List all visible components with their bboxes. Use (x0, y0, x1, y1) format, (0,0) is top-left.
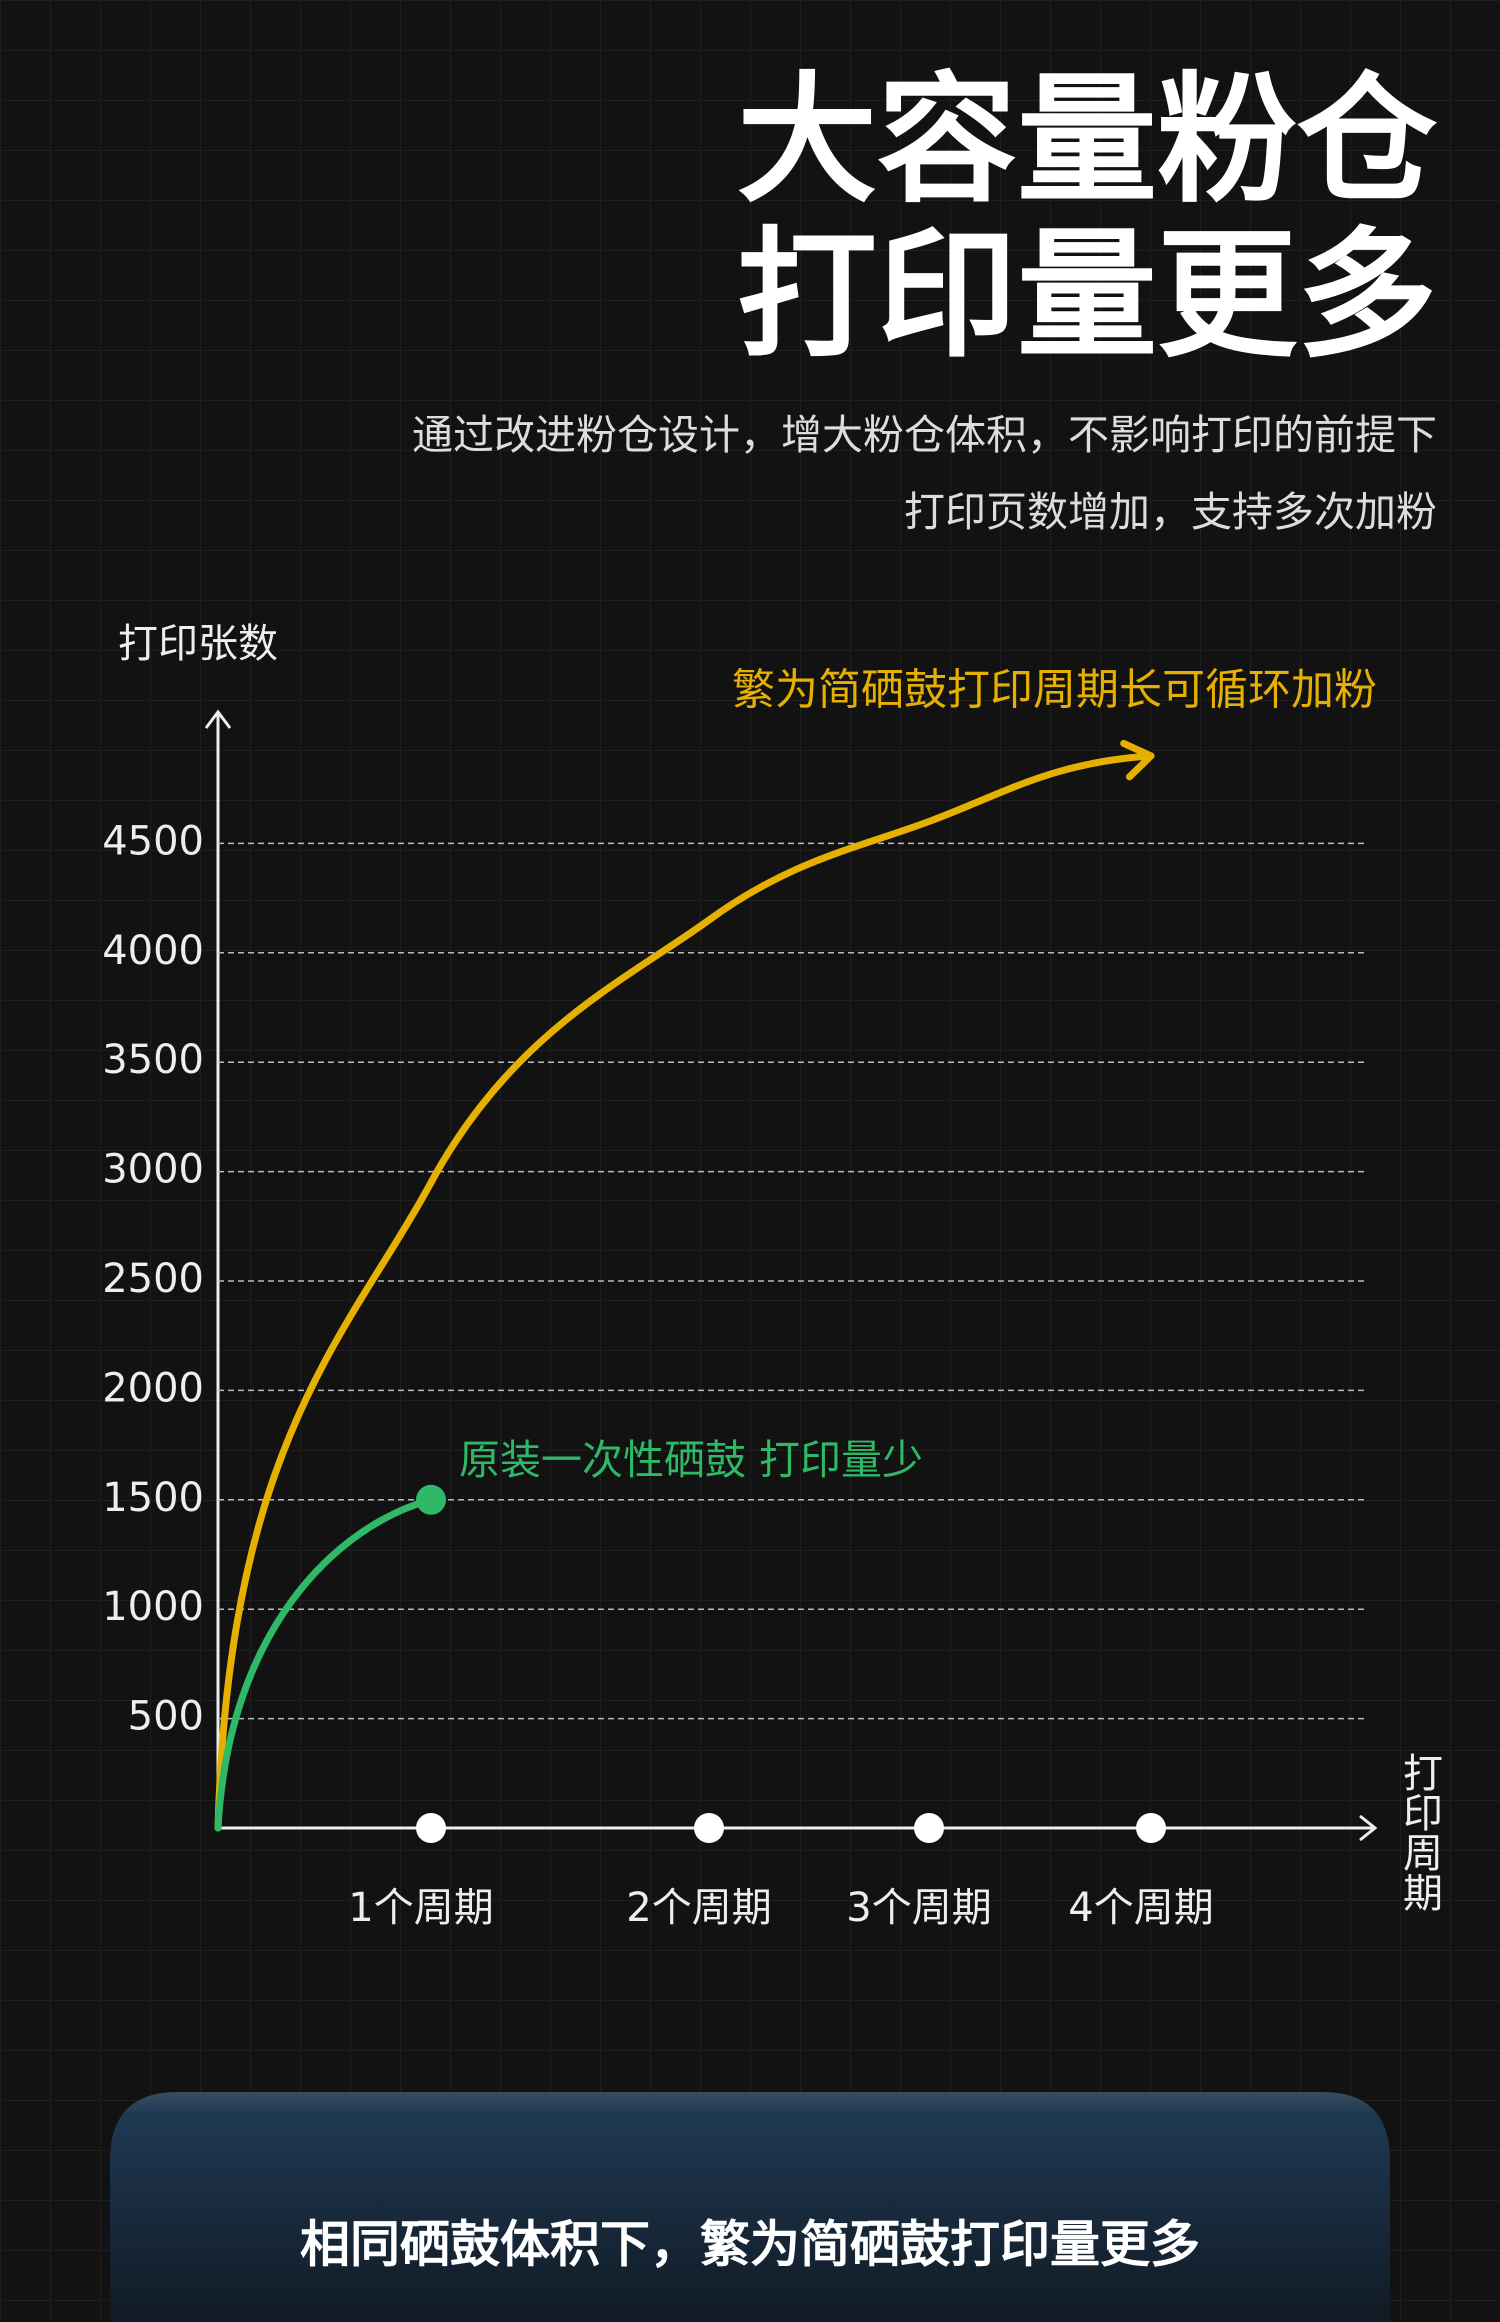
series-line (214, 752, 1155, 1832)
y-tick-label: 1000 (102, 1584, 204, 1630)
x-tick-dot (694, 1813, 724, 1843)
y-tick-label: 3000 (102, 1147, 204, 1193)
y-tick-label: 2500 (102, 1256, 204, 1302)
x-tick-dot (1136, 1813, 1166, 1843)
y-tick-label: 4000 (102, 928, 204, 974)
x-axis-label: 打印周期 (1396, 1752, 1442, 1912)
footer-panel (110, 2092, 1390, 2322)
series-end-dot (416, 1484, 446, 1515)
x-tick-dot (416, 1813, 446, 1843)
series-line (214, 1496, 435, 1832)
series-arrow (1120, 739, 1155, 781)
series-label: 繁为简硒鼓打印周期长可循环加粉 (732, 666, 1377, 716)
y-tick-label: 500 (128, 1694, 204, 1740)
x-axis-arrow (1359, 1814, 1378, 1842)
x-tick-label: 3个周期 (846, 1885, 991, 1931)
x-tick-label: 2个周期 (626, 1885, 771, 1931)
subtitle: 通过改进粉仓设计，增大粉仓体积，不影响打印的前提下 (412, 411, 1437, 459)
y-axis-label: 打印张数 (118, 621, 278, 667)
y-tick-label: 3500 (102, 1037, 204, 1083)
x-tick-label: 1个周期 (348, 1885, 493, 1931)
title: 大容量粉仓 (737, 60, 1438, 223)
y-axis-arrow (204, 709, 232, 729)
footer-text: 相同硒鼓体积下，繁为简硒鼓打印量更多 (300, 2216, 1200, 2274)
y-tick-label: 2000 (102, 1365, 204, 1411)
y-tick-label: 1500 (102, 1475, 204, 1521)
series-label: 原装一次性硒鼓 打印量少 (459, 1436, 923, 1484)
title: 打印量更多 (737, 215, 1437, 378)
subtitle: 打印页数增加，支持多次加粉 (904, 488, 1437, 536)
x-tick-dot (914, 1813, 944, 1843)
y-tick-label: 4500 (102, 818, 204, 864)
x-tick-label: 4个周期 (1068, 1885, 1213, 1931)
